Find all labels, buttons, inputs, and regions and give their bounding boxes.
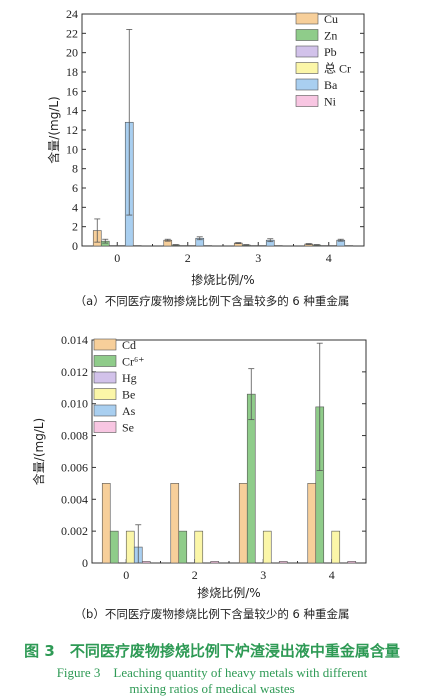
- y-tick-label: 0: [72, 239, 78, 253]
- y-tick-label: 0.014: [61, 333, 88, 347]
- legend-label: Pb: [324, 45, 337, 59]
- legend-swatch: [93, 388, 117, 400]
- legend-swatch: [295, 95, 319, 107]
- x-tick-label: 4: [326, 251, 332, 265]
- legend-label: Zn: [324, 29, 337, 43]
- legend-swatch: [93, 404, 117, 417]
- bar: [170, 483, 180, 564]
- legend-swatch: [295, 78, 319, 91]
- y-tick-label: 0.012: [61, 365, 88, 379]
- bar: [262, 530, 272, 564]
- x-tick-label: 3: [260, 568, 266, 582]
- y-axis-label: 含量/(mg/L): [46, 96, 61, 163]
- legend-swatch: [295, 12, 319, 25]
- bar: [109, 530, 119, 564]
- figure-caption-en-line2: mixing ratios of medical wastes: [129, 681, 295, 696]
- bar: [278, 561, 288, 564]
- legend-swatch: [295, 29, 319, 41]
- legend-label: Ni: [324, 95, 337, 109]
- legend-label: Hg: [122, 371, 137, 385]
- x-tick-label: 2: [185, 251, 191, 265]
- panel-b-chart: 0 0.002 0.004 0.006 0.008 0.010 0.012 0.014 0 2 3 4…: [31, 333, 367, 621]
- legend-label: Cu: [324, 12, 338, 26]
- bar: [141, 561, 151, 564]
- bar: [194, 530, 204, 564]
- y-tick-label: 0.002: [61, 524, 88, 538]
- legend-swatch: [93, 371, 117, 384]
- y-tick-label: 0.008: [61, 429, 88, 443]
- y-tick-label: 4: [72, 200, 78, 214]
- x-tick-label: 3: [255, 251, 261, 265]
- y-tick-label: 14: [66, 104, 78, 118]
- legend-label: 总 Cr: [324, 62, 351, 76]
- x-tick-label: 0: [114, 251, 120, 265]
- y-tick-label: 24: [66, 7, 78, 21]
- y-tick-label: 12: [66, 123, 78, 137]
- y-tick-label: 22: [66, 26, 78, 40]
- y-tick-label: 6: [72, 181, 78, 195]
- legend-label: Cd: [122, 338, 136, 352]
- y-tick-label: 20: [66, 46, 78, 60]
- y-tick-label: 0.004: [61, 492, 88, 506]
- y-tick-label: 10: [66, 142, 78, 156]
- y-tick-label: 2: [72, 220, 78, 234]
- bar: [178, 530, 188, 564]
- x-axis-label: 掺烧比例/%: [197, 585, 260, 600]
- y-tick-label: 8: [72, 162, 78, 176]
- legend-swatch: [295, 62, 319, 74]
- panel-caption: （a）不同医疗废物掺烧比例下含量较多的 6 种重金属: [75, 294, 350, 308]
- y-tick-label: 0.006: [61, 460, 88, 474]
- bar: [210, 561, 220, 564]
- y-tick-label: 18: [66, 65, 78, 79]
- legend-label: Se: [122, 421, 134, 435]
- bar: [331, 530, 341, 564]
- figure-caption-zh: 图 3 不同医疗废物掺烧比例下炉渣浸出液中重金属含量: [24, 642, 400, 660]
- y-tick-label: 16: [66, 84, 78, 98]
- legend-label: As: [122, 404, 136, 418]
- y-tick-label: 0.010: [61, 397, 88, 411]
- panel-caption: （b）不同医疗废物掺烧比例下含量较少的 6 种重金属: [75, 607, 350, 621]
- legend-swatch: [93, 355, 117, 367]
- x-axis-label: 掺烧比例/%: [191, 272, 254, 287]
- legend-label: Be: [122, 388, 135, 402]
- legend-swatch: [295, 45, 319, 58]
- legend-label: Ba: [324, 78, 338, 92]
- bar: [347, 561, 357, 564]
- plot-frame: [81, 13, 365, 247]
- bar: [125, 530, 135, 564]
- bar: [307, 483, 317, 564]
- legend-label: Cr⁶⁺: [122, 355, 145, 369]
- y-axis-label: 含量/(mg/L): [31, 418, 46, 485]
- bar: [101, 483, 111, 564]
- x-tick-label: 2: [192, 568, 198, 582]
- y-tick-label: 0: [82, 556, 88, 570]
- bar: [238, 483, 248, 564]
- figure-caption-en-line1: Figure 3 Leaching quantity of heavy meta…: [56, 665, 368, 680]
- x-tick-label: 0: [123, 568, 129, 582]
- legend-swatch: [93, 421, 117, 433]
- legend-swatch: [93, 338, 117, 351]
- x-tick-label: 4: [329, 568, 335, 582]
